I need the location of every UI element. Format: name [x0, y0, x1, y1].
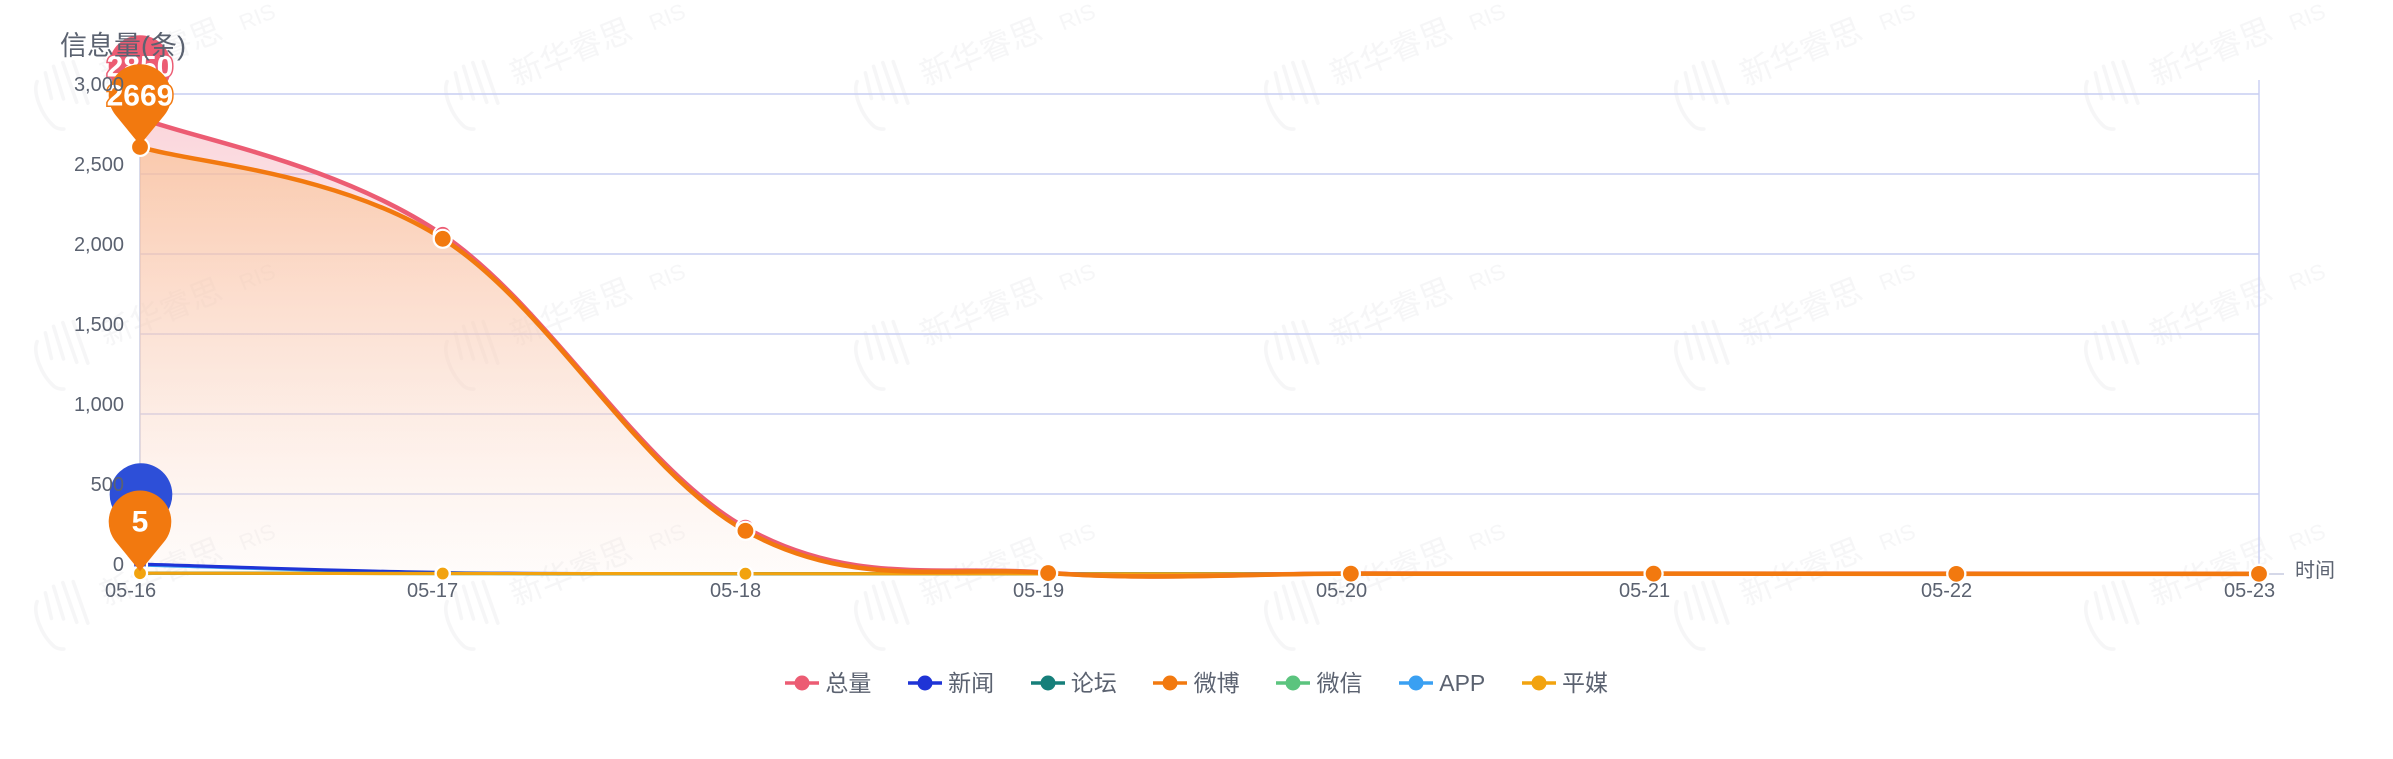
svg-text:5: 5: [132, 506, 149, 539]
